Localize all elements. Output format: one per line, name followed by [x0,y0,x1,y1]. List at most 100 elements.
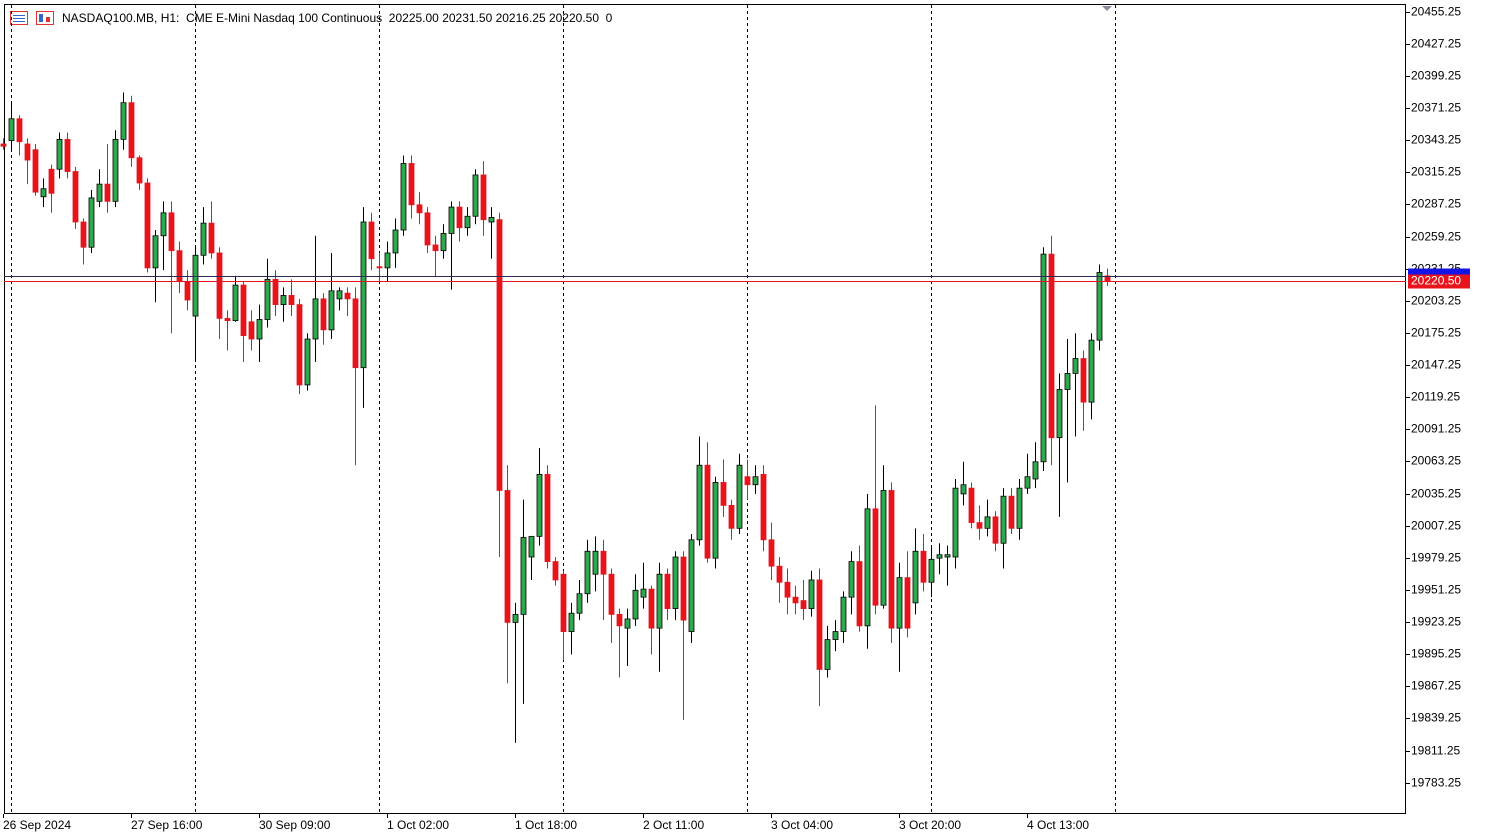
candle-body [0,143,7,147]
candle-body [504,490,511,623]
candle-body [328,290,335,331]
header-icons [10,11,54,25]
candle-body [16,118,23,143]
candle-body [304,338,311,386]
candle-body [288,295,295,305]
x-tick-label: 3 Oct 04:00 [771,818,833,832]
candle-body [216,252,223,319]
y-tick-label: 20063.25 [1411,454,1461,468]
candle-body [576,593,583,614]
y-tick-label: 20287.25 [1411,197,1461,211]
x-tick-label: 3 Oct 20:00 [899,818,961,832]
candle-body [680,556,687,621]
candle-body [488,216,495,223]
candle-body [296,304,303,386]
candle-body [568,612,575,632]
candle-body [976,522,983,529]
candle-body [952,487,959,558]
candle-body [520,537,527,615]
candle-body [368,221,375,260]
candle-body [760,473,767,541]
candle-body [1008,495,1015,529]
candle-body [1056,389,1063,439]
candle-body [896,577,903,629]
candle-body [224,317,231,322]
candle-body [672,556,679,610]
candle-body [168,212,175,252]
candle-body [1064,373,1071,390]
candle-body [240,284,247,336]
candle-body [840,596,847,632]
candle-body [992,516,999,544]
shift-marker [1102,6,1112,11]
candle-body [552,561,559,581]
candle-body [160,212,167,237]
candle-body [1048,253,1055,439]
candle-body [136,157,143,184]
candle-body [832,631,839,641]
candle-body [736,464,743,529]
candle-body [1088,339,1095,403]
candle-body [1024,476,1031,489]
candle-body [560,573,567,632]
candle-body [624,618,631,629]
candle-body [536,473,543,537]
y-tick-label: 20035.25 [1411,487,1461,501]
candle-body [808,579,815,610]
candle-body [40,188,47,198]
candle-body [632,589,639,620]
candle-body [424,212,431,246]
candle-body [128,102,135,159]
candle-body [960,484,967,495]
candle-body [336,290,343,300]
candle-body [96,183,103,202]
candle-body [744,476,751,486]
x-tick-label: 30 Sep 09:00 [259,818,331,832]
candle-body [384,252,391,269]
y-tick-label: 19951.25 [1411,583,1461,597]
candle-body [1040,253,1047,463]
candle-body [608,573,615,615]
chart-title: NASDAQ100.MB, H1: CME E-Mini Nasdaq 100 … [62,11,613,25]
y-tick-label: 20455.25 [1411,5,1461,19]
candle-body [480,174,487,221]
candle-body [360,221,367,369]
plot-frame [4,4,1406,814]
x-tick-label: 1 Oct 18:00 [515,818,577,832]
candle-body [1096,272,1103,341]
candle-body [256,319,263,340]
candle-body [280,295,287,305]
candle-body [176,250,183,283]
icon-bar [39,14,43,22]
y-tick-label: 19839.25 [1411,711,1461,725]
candle-body [192,254,199,317]
candle-body [144,182,151,269]
x-tick-label: 27 Sep 16:00 [131,818,203,832]
candle-body [24,143,31,161]
candle-body [48,168,55,194]
y-tick-label: 20371.25 [1411,101,1461,115]
candle-body [848,561,855,598]
candle-body [768,539,775,567]
candle-body [728,504,735,529]
candle-body [72,171,79,223]
candle-body [272,278,279,305]
x-tick-label: 1 Oct 02:00 [387,818,449,832]
candle-body [496,219,503,491]
candle-body [888,490,895,629]
y-tick-label: 20343.25 [1411,133,1461,147]
candle-body [8,118,15,141]
candle-body [864,508,871,627]
candle-body [968,487,975,523]
candle-body [344,292,351,300]
candle-body [416,204,423,214]
candle-body [232,284,239,322]
y-tick-label: 19895.25 [1411,647,1461,661]
bid-label: 20220.50 [1411,274,1461,288]
x-tick-label: 4 Oct 13:00 [1027,818,1089,832]
y-tick-label: 19811.25 [1411,744,1460,758]
y-tick-label: 20315.25 [1411,165,1461,179]
y-tick-label: 20147.25 [1411,358,1461,372]
